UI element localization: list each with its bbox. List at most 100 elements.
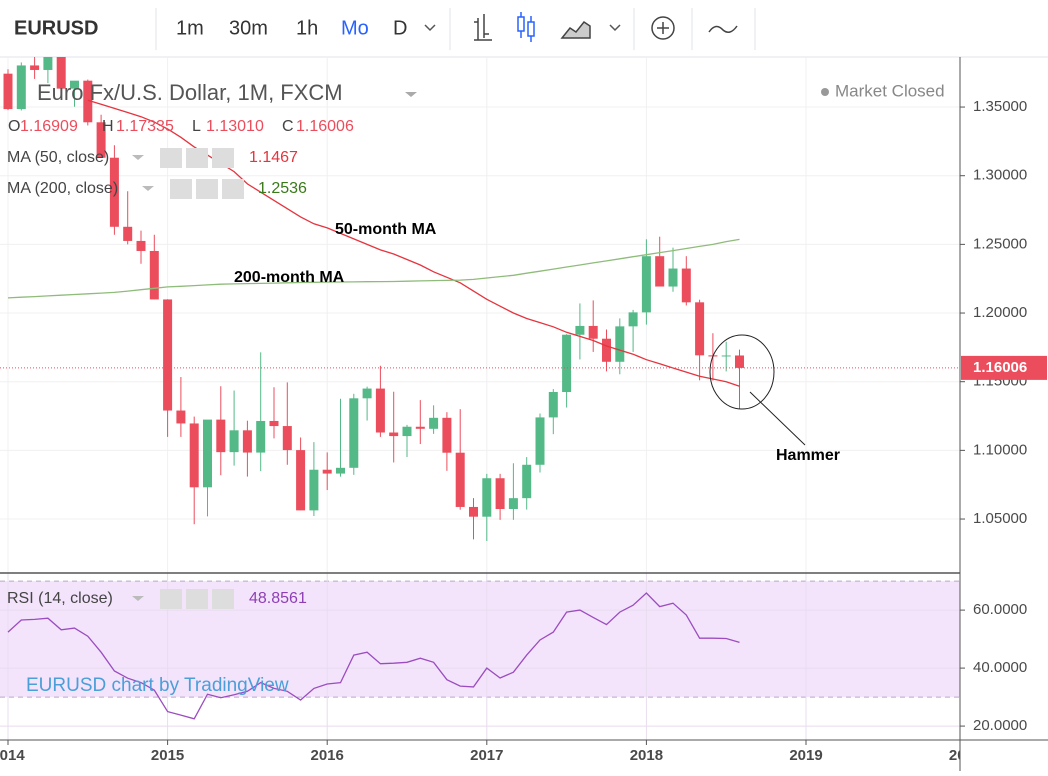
symbol[interactable]: EURUSD: [14, 17, 98, 39]
candle-body: [695, 302, 705, 356]
candle-body: [668, 268, 678, 287]
ma-line: [7, 238, 740, 299]
annotation: 200-month MA: [234, 269, 345, 286]
candle-body: [548, 392, 558, 418]
ohlc-value: 1.17335: [116, 118, 174, 135]
settings-button[interactable]: [196, 179, 218, 199]
candle-body: [482, 478, 492, 517]
candle-body: [562, 334, 572, 393]
rsi-legend: RSI (14, close): [7, 590, 113, 607]
ohlc-key: C: [282, 118, 294, 135]
candle-body: [681, 268, 691, 303]
settings-button[interactable]: [186, 148, 208, 168]
settings-button[interactable]: [186, 589, 208, 609]
candle-body: [16, 65, 26, 110]
annotation: 50-month MA: [335, 221, 437, 238]
candle-body: [229, 430, 239, 453]
candle-body: [349, 398, 359, 468]
ma200-legend: MA (200, close): [7, 180, 118, 197]
legend-dropdown[interactable]: [142, 186, 154, 191]
candle-body: [149, 250, 159, 300]
candle-body: [455, 452, 465, 507]
title-dropdown[interactable]: [405, 92, 417, 97]
bars-icon[interactable]: [474, 14, 492, 41]
price-axis: 1.050001.100001.150001.200001.250001.300…: [960, 98, 1047, 734]
candle-body: [602, 338, 611, 362]
eye-button[interactable]: [160, 589, 182, 609]
candles-icon[interactable]: [517, 12, 535, 42]
candle-body: [495, 478, 505, 510]
chart-title: Euro Fx/U.S. Dollar, 1M, FXCM: [37, 80, 343, 105]
remove-button[interactable]: [212, 148, 234, 168]
candle-body: [535, 417, 545, 465]
remove-button[interactable]: [212, 589, 234, 609]
candle-body: [362, 388, 372, 399]
y-tick-label: 1.35000: [973, 98, 1027, 115]
ohlc-key: L: [192, 118, 201, 135]
candle-body: [615, 326, 625, 362]
hammer-circle: [709, 334, 775, 410]
interval-button[interactable]: 30m: [229, 17, 268, 39]
style-dropdown[interactable]: [609, 24, 621, 32]
x-tick-label: 2015: [151, 747, 184, 764]
candle-body: [256, 420, 266, 453]
watermark: EURUSD chart by TradingView: [26, 675, 289, 696]
time-axis: 2014 2015 2016 2017 2018 2019 2020: [0, 740, 960, 764]
candle-body: [83, 80, 93, 123]
legend-dropdown[interactable]: [132, 155, 144, 160]
candle-body: [176, 410, 186, 424]
candle-body: [641, 256, 651, 313]
candle-body: [522, 464, 532, 499]
candle-body: [282, 426, 292, 451]
status-dot: [821, 88, 829, 96]
remove-button[interactable]: [222, 179, 244, 199]
y-tick-label: 40.0000: [973, 659, 1027, 676]
market-status: Market Closed: [835, 81, 945, 100]
candle-body: [508, 498, 518, 510]
indicators-icon[interactable]: [651, 16, 675, 40]
candle-body: [296, 450, 306, 511]
ohlc-key: H: [102, 118, 114, 135]
candle-body: [109, 157, 119, 227]
candle-body: [469, 506, 478, 517]
y-tick-label: 60.0000: [973, 601, 1027, 618]
interval-group: 1m 30m 1h Mo D: [176, 17, 407, 39]
ma-line: [87, 99, 740, 387]
eye-button[interactable]: [170, 179, 192, 199]
y-tick-label: 1.10000: [973, 441, 1027, 458]
legend-dropdown[interactable]: [132, 596, 144, 601]
candle-body: [336, 467, 345, 474]
hammer-pointer: [749, 391, 806, 446]
candle-body: [402, 426, 412, 437]
candle-body: [588, 325, 598, 339]
interval-button[interactable]: 1m: [176, 17, 204, 39]
y-tick-label: 1.25000: [973, 235, 1027, 252]
candle-body: [70, 80, 79, 89]
interval-button[interactable]: Mo: [341, 17, 369, 39]
candle-body: [269, 420, 279, 427]
candle-body: [575, 325, 585, 335]
candle-body: [189, 423, 199, 488]
interval-dropdown[interactable]: [424, 24, 436, 32]
eye-button[interactable]: [160, 148, 182, 168]
candle-body: [163, 299, 173, 411]
interval-button[interactable]: 1h: [296, 17, 318, 39]
candle-body: [30, 65, 40, 70]
compare-icon[interactable]: [708, 25, 738, 33]
candle-body: [375, 388, 385, 433]
candle-body: [96, 122, 106, 158]
y-tick-label: 1.20000: [973, 304, 1027, 321]
last-price-tag: [961, 355, 1047, 380]
x-tick-label: 2014: [0, 747, 25, 764]
area-icon[interactable]: [560, 20, 591, 39]
ohlc-value: 1.16006: [296, 118, 354, 135]
last-price-label: 1.16006: [973, 359, 1027, 376]
ohlc-legend: O 1.16909 H 1.17335 L 1.13010 C 1.16006: [8, 118, 354, 135]
candle-body: [322, 469, 332, 474]
candle-body: [242, 430, 252, 453]
interval-button[interactable]: D: [393, 17, 407, 39]
candle-body: [3, 73, 13, 110]
rsi-plot: [7, 592, 740, 720]
